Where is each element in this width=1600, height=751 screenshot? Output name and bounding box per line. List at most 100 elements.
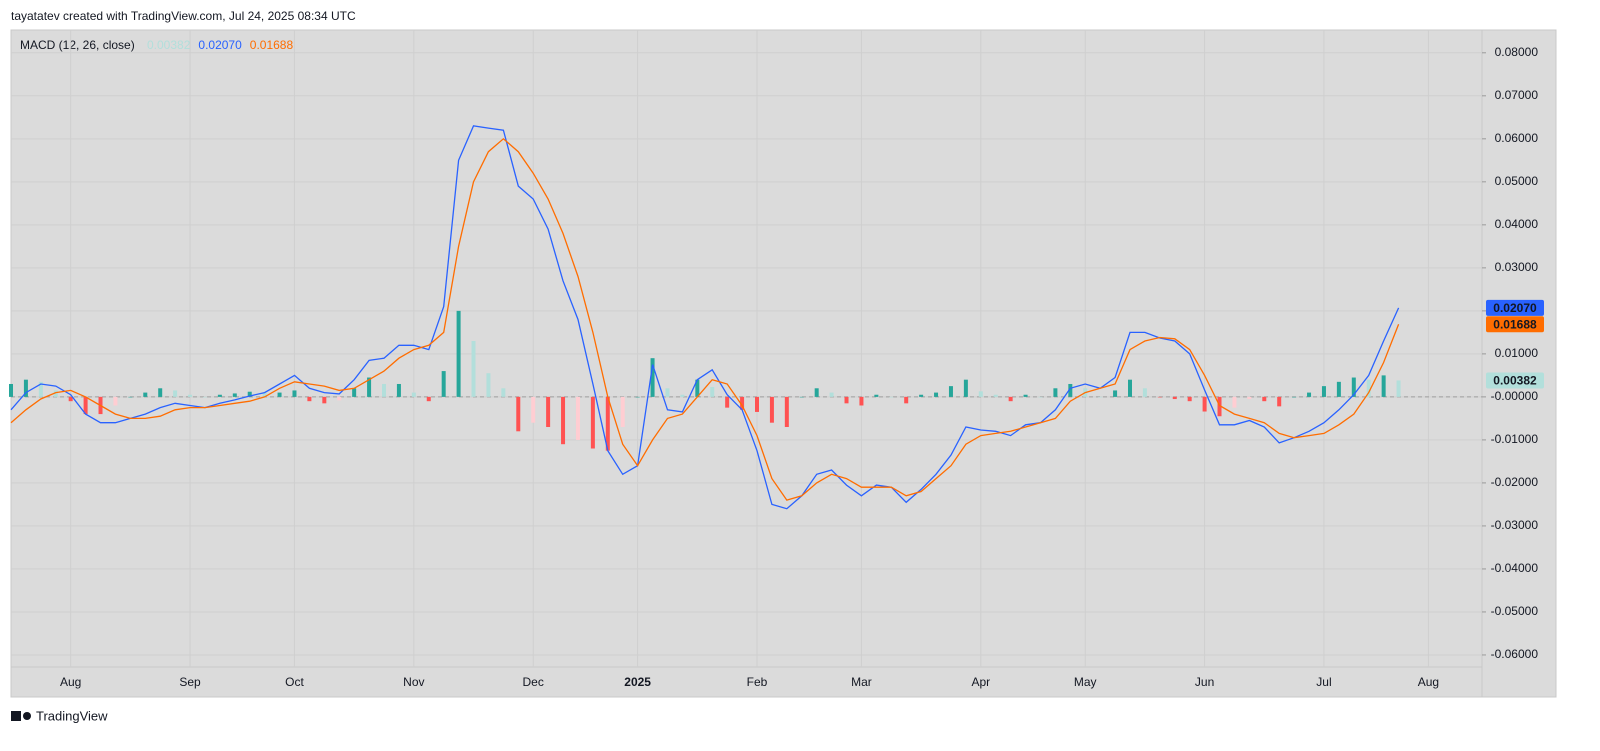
histogram-bar bbox=[1262, 396, 1267, 402]
histogram-bar bbox=[1277, 396, 1282, 407]
histogram-bar bbox=[919, 394, 924, 397]
histogram-bar bbox=[277, 392, 282, 397]
histogram-bar bbox=[1232, 396, 1237, 408]
y-tick-label: -0.00000 bbox=[1491, 389, 1539, 403]
price-badge bbox=[1486, 316, 1544, 333]
macd-line bbox=[10, 125, 1400, 510]
price-badge-label: 0.01688 bbox=[1493, 317, 1537, 331]
price-badge bbox=[1486, 372, 1544, 389]
histogram-bar bbox=[441, 371, 446, 397]
histogram-bar bbox=[1053, 388, 1058, 397]
histogram-bar bbox=[1366, 379, 1371, 397]
histogram-bar bbox=[188, 394, 193, 397]
histogram-bar bbox=[396, 383, 401, 397]
histogram-bar bbox=[1247, 396, 1252, 400]
histogram-bar bbox=[202, 396, 207, 398]
y-tick-label: -0.01000 bbox=[1491, 432, 1539, 446]
x-tick-label: May bbox=[1074, 675, 1097, 689]
histogram-bar bbox=[1187, 396, 1192, 402]
histogram-bar bbox=[1381, 375, 1386, 397]
histogram-bar bbox=[382, 383, 386, 397]
legend-value: 0.02070 bbox=[198, 38, 242, 52]
y-tick-label: 0.03000 bbox=[1495, 260, 1539, 274]
histogram-bar bbox=[456, 310, 461, 397]
price-badge-label: 0.00382 bbox=[1493, 374, 1537, 388]
y-tick-label: 0.08000 bbox=[1495, 45, 1539, 59]
histogram-bar bbox=[635, 396, 640, 398]
histogram-bar bbox=[934, 392, 939, 397]
histogram-bar bbox=[262, 392, 267, 397]
y-tick-label: -0.03000 bbox=[1491, 518, 1539, 532]
histogram-bar bbox=[9, 383, 13, 397]
chart-area bbox=[10, 29, 1557, 698]
histogram-bar bbox=[680, 394, 685, 397]
histogram-bar bbox=[307, 396, 312, 402]
histogram-bar bbox=[38, 381, 43, 397]
histogram-bar bbox=[1202, 396, 1207, 412]
legend-value: 0.00382 bbox=[147, 38, 191, 52]
histogram-bar bbox=[173, 390, 178, 397]
macd-line bbox=[10, 137, 1400, 501]
price-badge-label: 0.02070 bbox=[1493, 301, 1537, 315]
histogram-bar bbox=[1098, 396, 1103, 398]
x-tick-label: 2025 bbox=[624, 675, 651, 689]
x-tick-label: Nov bbox=[403, 675, 424, 689]
histogram-bar bbox=[650, 358, 655, 397]
y-tick-label: 0.07000 bbox=[1495, 88, 1539, 102]
histogram-bar bbox=[1008, 396, 1013, 402]
histogram-bar bbox=[755, 396, 759, 412]
histogram-bar bbox=[963, 379, 968, 397]
y-tick-label: 0.01000 bbox=[1495, 346, 1539, 360]
histogram-bar bbox=[352, 388, 357, 397]
histogram-bar bbox=[531, 396, 536, 423]
histogram-bar bbox=[889, 396, 894, 398]
y-tick-label: -0.04000 bbox=[1491, 561, 1539, 575]
histogram-bar bbox=[1172, 396, 1177, 400]
histogram-bar bbox=[695, 379, 700, 397]
histogram-bar bbox=[844, 396, 849, 404]
x-tick-label: Feb bbox=[747, 675, 768, 689]
histogram-bar bbox=[53, 390, 58, 397]
histogram-bar bbox=[247, 391, 252, 397]
histogram-bar bbox=[411, 392, 416, 397]
header-text: tayatatev created with TradingView.com, … bbox=[11, 9, 356, 23]
histogram-bar bbox=[83, 396, 88, 415]
histogram-bar bbox=[546, 396, 551, 427]
histogram-bar bbox=[128, 396, 133, 398]
y-tick-label: -0.05000 bbox=[1491, 604, 1539, 618]
histogram-bar bbox=[740, 396, 745, 410]
x-tick-label: Oct bbox=[285, 675, 304, 689]
x-tick-label: Aug bbox=[60, 675, 81, 689]
x-tick-label: Apr bbox=[971, 675, 990, 689]
histogram-bar bbox=[978, 391, 983, 397]
y-tick-label: -0.06000 bbox=[1491, 647, 1539, 661]
histogram-bar bbox=[501, 388, 506, 397]
histogram-bar bbox=[337, 396, 342, 401]
histogram-bar bbox=[143, 392, 148, 397]
histogram-bar bbox=[1307, 392, 1312, 397]
histogram-bar bbox=[590, 396, 595, 449]
histogram-bar bbox=[1336, 381, 1341, 397]
histogram-bar bbox=[158, 388, 163, 397]
footer-brand: TradingView bbox=[36, 708, 108, 723]
x-tick-label: Sep bbox=[179, 675, 201, 689]
histogram-bar bbox=[814, 388, 819, 397]
histogram-bar bbox=[232, 393, 237, 397]
histogram-bar bbox=[1351, 377, 1356, 397]
histogram-bar bbox=[1038, 396, 1043, 398]
histogram-bar bbox=[1396, 380, 1401, 397]
histogram-bar bbox=[68, 396, 73, 402]
y-tick-label: 0.04000 bbox=[1495, 217, 1539, 231]
price-badge bbox=[1486, 299, 1544, 316]
histogram-bar bbox=[1292, 396, 1297, 398]
histogram-bar bbox=[948, 386, 953, 397]
histogram-bar bbox=[1142, 388, 1147, 397]
histogram-bar bbox=[665, 388, 670, 397]
histogram-bar bbox=[1217, 396, 1222, 417]
grid bbox=[11, 30, 1482, 667]
histogram-bar bbox=[1321, 386, 1326, 397]
histogram-bar bbox=[1113, 390, 1118, 397]
histogram-bar bbox=[769, 396, 774, 423]
histogram-bar bbox=[322, 396, 327, 404]
